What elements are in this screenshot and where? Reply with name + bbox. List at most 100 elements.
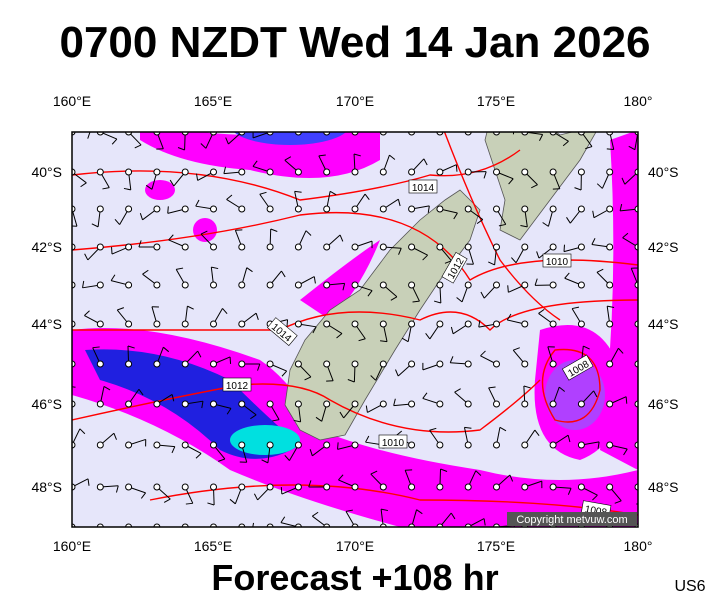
barb-station xyxy=(408,243,416,251)
barb-feather xyxy=(523,385,531,389)
barb-station xyxy=(96,205,104,213)
barb-feather xyxy=(564,272,570,279)
barb-feather xyxy=(246,267,253,273)
barb-feather xyxy=(353,153,361,157)
barb-station xyxy=(210,400,217,408)
barb-station xyxy=(464,320,472,328)
lat-label: 40°S xyxy=(648,164,679,180)
barb-feather xyxy=(622,232,629,239)
barb-station xyxy=(153,168,161,176)
barb-station xyxy=(436,400,444,408)
barb-feather xyxy=(176,267,184,270)
barb-station xyxy=(96,168,104,176)
barb-station xyxy=(294,320,302,328)
barb-feather xyxy=(294,190,302,193)
barb-station xyxy=(96,281,104,289)
isobar-label-bg xyxy=(408,179,438,194)
rain xyxy=(72,132,638,527)
barb-station xyxy=(238,483,246,491)
barb-station xyxy=(294,281,302,289)
barb-feather xyxy=(284,454,290,461)
barb-feather xyxy=(138,388,144,396)
barb-feather xyxy=(257,363,261,371)
barb-feather xyxy=(115,485,119,493)
copyright: Copyright metvuw.com xyxy=(516,514,627,526)
lon-label: 180° xyxy=(624,538,653,554)
barb-feather xyxy=(86,530,89,536)
barb-feather xyxy=(201,401,204,409)
barb-station xyxy=(266,205,274,213)
barb-station xyxy=(436,205,444,213)
barb-station xyxy=(323,360,331,368)
barb-station xyxy=(493,483,500,491)
barb-station xyxy=(210,168,217,176)
lon-label: 160°E xyxy=(53,93,91,109)
barb-station xyxy=(521,320,529,328)
barb-feather xyxy=(572,306,580,310)
barb-feather xyxy=(315,416,323,422)
barb-station xyxy=(577,441,585,449)
barb-feather xyxy=(395,369,399,377)
barb-feather xyxy=(91,223,99,228)
lat-label: 42°S xyxy=(31,239,62,255)
lat-label: 40°S xyxy=(31,164,62,180)
barb-station xyxy=(379,205,387,213)
isobar-label-bg xyxy=(222,377,252,392)
barb-feather xyxy=(338,474,344,481)
barb-feather xyxy=(425,333,431,340)
barb-station xyxy=(96,400,104,408)
barb-station xyxy=(436,441,444,449)
barb-feather xyxy=(643,307,649,311)
barb-station xyxy=(493,441,500,449)
barb-station xyxy=(294,400,302,408)
barb-station xyxy=(323,243,331,251)
barb-feather xyxy=(647,456,653,460)
barb-station xyxy=(125,168,133,176)
barb-feather xyxy=(286,319,289,327)
barb-station xyxy=(125,281,133,289)
barb-feather xyxy=(336,333,343,339)
barb-station xyxy=(238,281,246,289)
barb-station xyxy=(266,400,274,408)
barb-station xyxy=(464,168,472,176)
barb-feather xyxy=(103,385,111,391)
lon-label: 170°E xyxy=(336,93,374,109)
barb-feather xyxy=(55,288,57,295)
barb-feather xyxy=(482,121,484,128)
barb-station xyxy=(606,243,614,251)
barb-feather xyxy=(195,453,202,459)
barb-station xyxy=(181,281,189,289)
barb-feather xyxy=(113,433,117,440)
barb-station xyxy=(436,320,444,328)
barb-station xyxy=(408,281,416,289)
barb-feather xyxy=(558,386,566,392)
barb-station xyxy=(464,400,472,408)
barb-station xyxy=(379,320,387,328)
barb-station xyxy=(238,441,246,449)
lon-label: 175°E xyxy=(477,93,515,109)
barb-feather xyxy=(539,134,544,141)
barb-feather xyxy=(412,300,420,303)
barb-station xyxy=(549,441,557,449)
barb-feather xyxy=(488,386,496,389)
barb-station xyxy=(379,360,387,368)
barb-feather xyxy=(280,124,283,130)
barb-feather xyxy=(337,442,339,450)
barb-feather xyxy=(87,478,90,486)
barb-feather xyxy=(309,449,313,456)
barb-station xyxy=(521,281,529,289)
barb-station xyxy=(294,243,302,251)
barb-feather xyxy=(145,184,153,190)
barb-station xyxy=(549,281,557,289)
barb-station xyxy=(210,243,217,251)
isobar-label-text: 1014 xyxy=(412,183,435,194)
barb-station xyxy=(210,281,217,289)
barb-feather xyxy=(628,145,636,151)
barb-feather xyxy=(272,419,280,422)
barb-shaft xyxy=(524,526,527,527)
barb-feather xyxy=(92,346,100,349)
barb-feather xyxy=(398,248,402,255)
barb-feather xyxy=(614,500,622,504)
isobar-label-text: 1010 xyxy=(382,438,405,449)
barb-station xyxy=(125,360,133,368)
